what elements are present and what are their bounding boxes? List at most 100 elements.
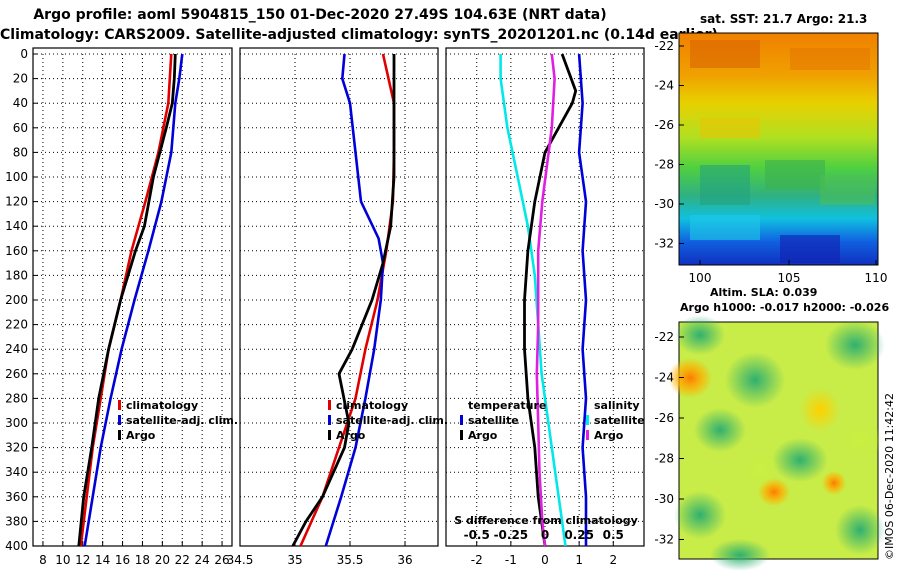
panel-difference: -2 -1 0 1 2: [445, 47, 645, 567]
sla-lat-label: -30: [654, 492, 674, 506]
sla-lat-label: -28: [654, 452, 674, 466]
depth-tick-label: 260: [5, 367, 28, 381]
sst-lat-label: -30: [654, 197, 674, 211]
depth-tick-label: 220: [5, 318, 28, 332]
diff-right-legend-swatch: [586, 415, 589, 425]
diff-left-legend-label: satellite: [468, 414, 519, 427]
diff-legend-left-title: temperature: [468, 399, 546, 412]
x-tick-label: 24: [195, 553, 210, 567]
diff-left-legend-swatch: [460, 430, 463, 440]
panel-frame: [32, 47, 233, 547]
temp-legend-swatch: [118, 415, 121, 425]
depth-tick-label: 380: [5, 514, 28, 528]
depth-tick-label: 320: [5, 441, 28, 455]
diff-top-tick-label: 0: [541, 528, 549, 542]
sal-legend-label: climatology: [336, 399, 408, 412]
depth-tick-label: 80: [13, 145, 28, 159]
temp-satellite-adj-line: [83, 53, 184, 547]
depth-tick-label: 300: [5, 416, 28, 430]
diff-left-legend-swatch: [460, 415, 463, 425]
depth-tick-label: 140: [5, 219, 28, 233]
x-tick-label: 35.5: [337, 553, 364, 567]
diff-top-tick-label: 0.25: [564, 528, 594, 542]
sst-lon-label: 110: [865, 271, 888, 285]
x-tick-label: 10: [55, 553, 70, 567]
sla-lat-label: -32: [654, 533, 674, 547]
temp-legend-swatch: [118, 430, 121, 440]
depth-tick-label: 200: [5, 293, 28, 307]
panel-frame: [239, 47, 439, 547]
sal-legend-swatch: [328, 400, 331, 410]
sst-lat-label: -28: [654, 158, 674, 172]
sla-lat-label: -22: [654, 330, 674, 344]
depth-tick-label: 340: [5, 465, 28, 479]
sst-lon-label: 100: [689, 271, 712, 285]
sst-lat-label: -26: [654, 118, 674, 132]
sla-lat-label: -26: [654, 411, 674, 425]
x-tick-label: 0: [541, 553, 549, 567]
temp-legend-swatch: [118, 400, 121, 410]
diff-top-tick-label: -0.25: [494, 528, 529, 542]
diff-top-tick-label: -0.5: [464, 528, 490, 542]
diff-temp-ref-line: [577, 53, 588, 546]
depth-tick-label: 360: [5, 490, 28, 504]
diff-axis-label: S difference from climatology: [454, 514, 638, 527]
x-tick-label: 22: [175, 553, 190, 567]
sst-lat-label: -32: [654, 237, 674, 251]
sst-map: -22 -24 -26 -28 -30 -32 100 105 110: [654, 32, 888, 285]
diff-sal-argo-line: [535, 53, 556, 547]
diff-legend-right-title: salinity: [594, 399, 640, 412]
sla-map: -22 -24 -26 -28 -30 -32: [654, 315, 885, 571]
diff-right-legend-swatch: [586, 430, 589, 440]
depth-tick-label: 100: [5, 170, 28, 184]
sst-lon-label: 105: [778, 271, 801, 285]
depth-tick-label: 60: [13, 121, 28, 135]
panel-salinity: 34.5 35 35.5 36: [227, 47, 439, 567]
x-tick-label: 16: [115, 553, 130, 567]
sal-legend-label: Argo: [336, 429, 366, 442]
diff-left-legend-label: Argo: [468, 429, 498, 442]
temp-legend-label: climatology: [126, 399, 198, 412]
x-tick-label: 1: [575, 553, 583, 567]
x-tick-label: 8: [39, 553, 47, 567]
depth-tick-label: 280: [5, 391, 28, 405]
sla-map-title1: Altim. SLA: 0.039: [710, 286, 818, 299]
diff-top-tick-label: 0.5: [603, 528, 624, 542]
x-tick-label: 35: [287, 553, 302, 567]
x-tick-label: 2: [609, 553, 617, 567]
header-title-line1: Argo profile: aoml 5904815_150 01-Dec-20…: [33, 7, 607, 23]
depth-tick-label: 240: [5, 342, 28, 356]
header-title-line2: Climatology: CARS2009. Satellite-adjuste…: [0, 27, 718, 43]
x-tick-label: 14: [95, 553, 110, 567]
sal-legend-label: satellite-adj. clim.: [336, 414, 448, 427]
temp-legend-label: Argo: [126, 429, 156, 442]
depth-tick-label: 180: [5, 268, 28, 282]
depth-tick-label: 120: [5, 195, 28, 209]
depth-tick-label: 20: [13, 72, 28, 86]
sst-lat-label: -22: [654, 39, 674, 53]
sst-map-title: sat. SST: 21.7 Argo: 21.3: [700, 12, 868, 26]
depth-tick-label: 400: [5, 539, 28, 553]
sal-legend-swatch: [328, 415, 331, 425]
sla-lat-label: -24: [654, 371, 674, 385]
depth-tick-label: 160: [5, 244, 28, 258]
temp-argo-line: [77, 53, 177, 547]
sal-argo-line: [291, 54, 396, 547]
temp-legend-label: satellite-adj. clim.: [126, 414, 238, 427]
diff-temp-argo-line: [523, 53, 578, 547]
x-tick-label: 18: [135, 553, 150, 567]
sal-legend-swatch: [328, 430, 331, 440]
diff-right-legend-label: satellite: [594, 414, 645, 427]
panel-temperature: 8 10 12 14 16 18 20 22 24 26: [32, 47, 233, 567]
x-tick-label: 36: [397, 553, 412, 567]
x-tick-label: 26: [214, 553, 229, 567]
depth-tick-label: 40: [13, 96, 28, 110]
sla-map-title2: Argo h1000: -0.017 h2000: -0.026: [680, 301, 890, 314]
credit-text: ©IMOS 06-Dec-2020 11:42:42: [883, 393, 896, 560]
x-tick-label: -2: [471, 553, 483, 567]
x-tick-label: 12: [75, 553, 90, 567]
x-tick-label: 34.5: [227, 553, 254, 567]
diff-temp-satellite-line: [499, 54, 567, 547]
x-tick-label: 20: [155, 553, 170, 567]
